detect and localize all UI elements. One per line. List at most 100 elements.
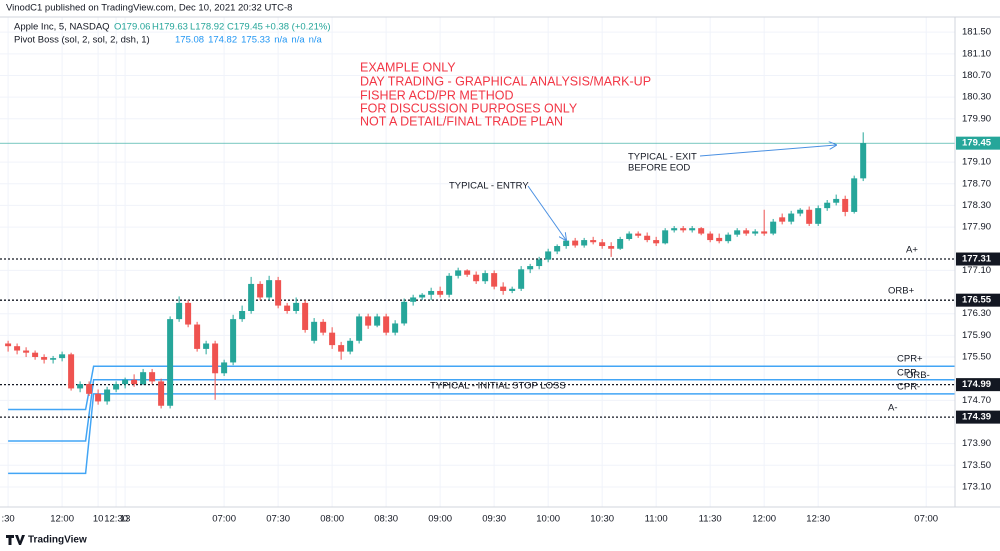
x-tick-label: 07:00 bbox=[914, 514, 938, 525]
candle-body bbox=[23, 350, 30, 353]
price-box bbox=[956, 252, 1000, 266]
candle-body bbox=[212, 343, 219, 374]
ohlc-close: C179.45 bbox=[227, 22, 263, 33]
candle-body bbox=[221, 362, 228, 374]
candle-body bbox=[707, 233, 714, 241]
candle-body bbox=[203, 343, 210, 349]
indicator-value: n/a bbox=[291, 35, 305, 46]
y-tick-label: 179.90 bbox=[962, 113, 991, 124]
candle-body bbox=[194, 324, 201, 349]
y-tick-label: 180.30 bbox=[962, 92, 991, 103]
candle-body bbox=[635, 233, 642, 236]
note-line: FISHER ACD/PR METHOD bbox=[360, 88, 514, 102]
candle-body bbox=[68, 354, 75, 389]
x-tick-label: :30 bbox=[1, 514, 14, 525]
candle-body bbox=[86, 384, 93, 394]
x-tick-label: 12:00 bbox=[752, 514, 776, 525]
ohlc-low: L178.92 bbox=[190, 22, 224, 33]
candle-body bbox=[590, 240, 597, 243]
candle-body bbox=[860, 143, 867, 179]
candle-body bbox=[788, 213, 795, 222]
footer: TradingView bbox=[6, 535, 87, 546]
candle-body bbox=[842, 198, 849, 212]
candle-body bbox=[455, 270, 462, 276]
candle-body bbox=[662, 230, 669, 244]
price-box-label: 176.55 bbox=[962, 295, 992, 306]
price-box-label: 174.39 bbox=[962, 412, 991, 423]
candle-body bbox=[698, 228, 705, 234]
candle-body bbox=[599, 242, 606, 247]
candle-body bbox=[383, 316, 390, 333]
candle-body bbox=[320, 321, 327, 333]
y-tick-label: 177.10 bbox=[962, 265, 991, 276]
candle-body bbox=[275, 280, 282, 306]
candle-body bbox=[491, 273, 498, 287]
candle-body bbox=[716, 237, 723, 242]
candle-body bbox=[770, 221, 777, 234]
candle-body bbox=[140, 372, 147, 385]
candle-body bbox=[50, 358, 57, 360]
candle-body bbox=[581, 240, 588, 246]
indicator-values: 175.08 174.82 175.33 n/a n/a n/a bbox=[175, 35, 323, 46]
y-tick-label: 173.50 bbox=[962, 460, 991, 471]
candle-body bbox=[644, 235, 651, 241]
candle-body bbox=[734, 230, 741, 235]
ohlc-open: O179.06 bbox=[114, 22, 150, 33]
level-label: ORB+ bbox=[888, 286, 915, 297]
candle-body bbox=[500, 286, 507, 291]
indicator: Pivot Boss (sol, 2, sol, 2, dsh, 1) bbox=[14, 35, 150, 46]
candle-body bbox=[122, 379, 129, 385]
candle-body bbox=[428, 290, 435, 295]
candle-body bbox=[113, 384, 120, 390]
candle-body bbox=[131, 379, 138, 385]
ohlc-high: H179.63 bbox=[152, 22, 188, 33]
indicator-value: n/a bbox=[274, 35, 288, 46]
candle-body bbox=[518, 269, 525, 289]
x-tick-label: 08:00 bbox=[320, 514, 344, 525]
y-tick-label: 175.90 bbox=[962, 330, 991, 341]
candle-body bbox=[104, 389, 111, 402]
indicator-value: n/a bbox=[309, 35, 323, 46]
candle-body bbox=[374, 316, 381, 326]
candle-body bbox=[338, 345, 345, 352]
annotations: EXAMPLE ONLY DAY TRADING - GRAPHICAL ANA… bbox=[360, 60, 836, 392]
candle-body bbox=[266, 280, 273, 298]
x-tick-label: 11:00 bbox=[645, 514, 668, 525]
x-tick-label: 12:30 bbox=[806, 514, 830, 525]
candle-body bbox=[671, 228, 678, 231]
x-tick-label: 10:00 bbox=[536, 514, 560, 525]
y-tick-label: 176.30 bbox=[962, 308, 991, 319]
candle-body bbox=[356, 316, 363, 341]
x-tick-label: 09:30 bbox=[482, 514, 506, 525]
entry-label: TYPICAL - ENTRY bbox=[449, 181, 529, 192]
candle-body bbox=[284, 305, 291, 311]
candle-body bbox=[419, 294, 426, 298]
candle-body bbox=[833, 198, 840, 203]
candle-body bbox=[311, 321, 318, 341]
x-tick-label: 12:30 bbox=[104, 514, 128, 525]
candle-body bbox=[59, 354, 66, 359]
candle-body bbox=[752, 231, 759, 234]
level-label: A+ bbox=[906, 245, 918, 256]
x-tick-label: 11:30 bbox=[699, 514, 722, 525]
symbol: Apple Inc, 5, NASDAQ bbox=[14, 22, 110, 33]
candle-body bbox=[410, 297, 417, 302]
candle-body bbox=[482, 273, 489, 282]
candle-body bbox=[851, 178, 858, 212]
level-label: ORB- bbox=[906, 370, 930, 381]
candle-body bbox=[248, 283, 255, 311]
x-tick-label: 12:00 bbox=[50, 514, 74, 525]
y-tick-label: 180.70 bbox=[962, 70, 991, 81]
candle-body bbox=[329, 332, 336, 346]
candle-body bbox=[176, 302, 183, 320]
candle-body bbox=[302, 302, 309, 330]
y-tick-label: 177.90 bbox=[962, 222, 991, 233]
candle-body bbox=[617, 238, 624, 249]
candle-body bbox=[473, 274, 480, 282]
x-tick-label: 07:30 bbox=[266, 514, 290, 525]
x-tick-label: 10 bbox=[93, 514, 104, 525]
candle-body bbox=[464, 270, 471, 275]
candle-body bbox=[626, 233, 633, 239]
y-tick-label: 181.50 bbox=[962, 27, 991, 38]
